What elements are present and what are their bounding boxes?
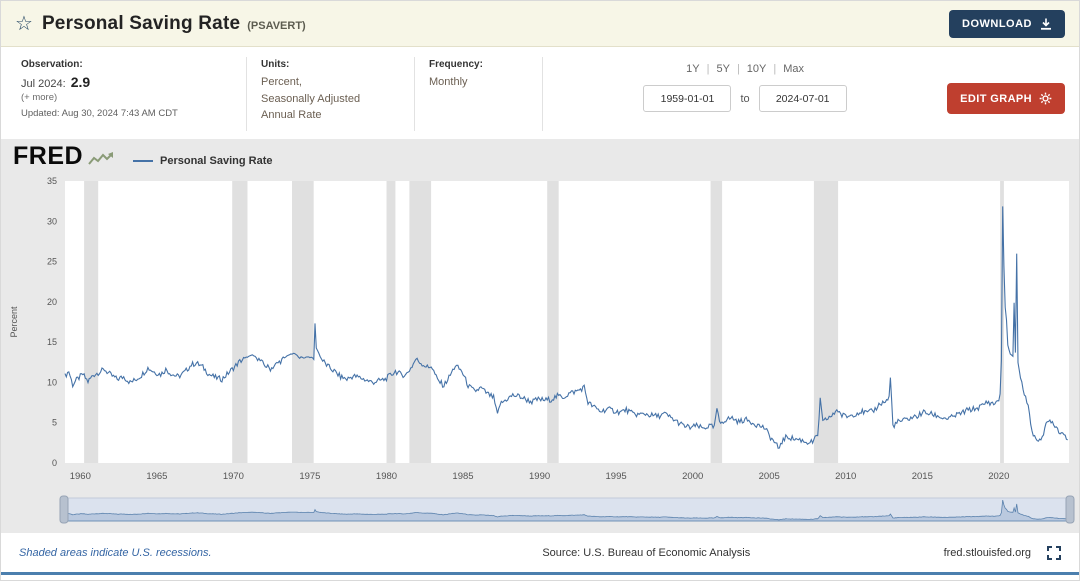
units-block: Units: Percent, Seasonally Adjusted Annu…	[247, 57, 415, 131]
range-separator: |	[736, 63, 740, 75]
source-text: Source: U.S. Bureau of Economic Analysis	[542, 546, 751, 559]
bottom-accent-line	[1, 572, 1079, 575]
observation-value: 2.9	[70, 74, 91, 90]
observation-label: Observation:	[21, 59, 83, 70]
x-tick-label: 1965	[146, 471, 167, 482]
y-tick-label: 15	[47, 337, 57, 347]
brush-handle-right[interactable]	[1065, 495, 1075, 524]
range-1y[interactable]: 1Y	[686, 63, 700, 75]
range-separator: |	[773, 63, 777, 75]
fred-logo-squiggle-icon	[88, 152, 114, 165]
date-from-input[interactable]: 1959-01-01	[643, 85, 732, 112]
x-tick-label: 1975	[299, 471, 320, 482]
observation-block: Observation: Jul 2024: 2.9 (+ more) Upda…	[19, 57, 247, 131]
recession-band	[710, 181, 723, 463]
units-label: Units:	[261, 59, 290, 70]
date-range-to-label: to	[740, 92, 750, 105]
recession-band	[84, 181, 99, 463]
x-tick-label: 2000	[682, 471, 703, 482]
observation-value-line: Jul 2024: 2.9	[21, 74, 226, 90]
fullscreen-icon[interactable]	[1047, 545, 1061, 560]
download-button[interactable]: DOWNLOAD	[949, 9, 1065, 38]
y-tick-label: 5	[52, 418, 57, 428]
brush-series-area	[64, 500, 1070, 522]
fred-logo-text: FRED	[13, 142, 84, 170]
y-tick-label: 10	[47, 377, 57, 387]
units-line: Percent,	[261, 76, 302, 88]
legend-line-swatch	[133, 160, 153, 162]
range-5y[interactable]: 5Y	[716, 63, 730, 75]
favorite-star-icon[interactable]: ☆	[15, 12, 33, 35]
frequency-block: Frequency: Monthly	[415, 57, 543, 131]
recession-note: Shaded areas indicate U.S. recessions.	[19, 546, 212, 559]
recession-band	[547, 181, 559, 463]
y-tick-label: 0	[52, 458, 57, 468]
series-line	[64, 206, 1068, 449]
download-label: DOWNLOAD	[962, 17, 1032, 30]
range-brush[interactable]	[1, 495, 1080, 525]
x-tick-label: 1995	[606, 471, 627, 482]
date-to-input[interactable]: 2024-07-01	[758, 85, 847, 112]
range-max[interactable]: Max	[783, 63, 805, 75]
site-link[interactable]: fred.stlouisfed.org	[943, 546, 1031, 559]
frequency-label: Frequency:	[429, 59, 483, 70]
brush-handle-left[interactable]	[59, 495, 69, 524]
date-range-row: 1959-01-01 to 2024-07-01	[643, 85, 847, 112]
recession-band	[232, 181, 248, 463]
x-tick-label: 1970	[223, 471, 244, 482]
page-header: ☆ Personal Saving Rate (PSAVERT) DOWNLOA…	[1, 1, 1079, 47]
x-tick-label: 2015	[912, 471, 933, 482]
x-tick-label: 1990	[529, 471, 550, 482]
y-tick-label: 35	[47, 176, 57, 186]
recession-band	[409, 181, 432, 463]
edit-graph-button[interactable]: EDIT GRAPH	[947, 83, 1065, 114]
page-title: Personal Saving Rate	[41, 12, 241, 34]
recession-band	[292, 181, 314, 463]
chart-footer: Shaded areas indicate U.S. recessions. S…	[1, 533, 1079, 572]
units-line: Seasonally Adjusted	[261, 92, 361, 105]
recession-band	[386, 181, 396, 463]
main-chart[interactable]: 0 5 10 15 20 25 30 35 1960 1965 1970 1975 1980 1985 19…	[1, 175, 1080, 487]
chart-panel: FRED Personal Saving Rate 0 5 10 15 20 25 30 35…	[1, 139, 1079, 533]
x-tick-label: 1980	[376, 471, 397, 482]
meta-bar: Observation: Jul 2024: 2.9 (+ more) Upda…	[1, 47, 1079, 139]
y-tick-label: 20	[47, 297, 57, 307]
x-tick-label: 2005	[759, 471, 780, 482]
updated-text: Updated: Aug 30, 2024 7:43 AM CDT	[21, 108, 178, 119]
fred-logo: FRED	[13, 144, 114, 169]
units-line: Annual Rate	[261, 109, 322, 121]
y-tick-label: 25	[47, 257, 57, 267]
x-tick-label: 1960	[70, 471, 91, 482]
frequency-value: Monthly	[429, 76, 468, 88]
download-icon	[1041, 18, 1051, 30]
range-controls: 1Y | 5Y | 10Y | Max 1959-01-01 to 2024-0…	[543, 57, 947, 131]
edit-graph-label: EDIT GRAPH	[960, 92, 1032, 105]
y-axis-title: Percent	[9, 306, 19, 338]
observation-date: Jul 2024:	[21, 78, 66, 90]
x-tick-label: 1985	[452, 471, 473, 482]
recession-band	[813, 181, 839, 463]
range-shortcuts: 1Y | 5Y | 10Y | Max	[686, 63, 804, 75]
legend-label: Personal Saving Rate	[160, 155, 273, 167]
chart-legend: Personal Saving Rate	[133, 155, 273, 167]
range-separator: |	[706, 63, 710, 75]
x-tick-label: 2020	[988, 471, 1009, 482]
gear-icon	[1039, 92, 1052, 105]
more-link[interactable]: (+ more)	[21, 92, 58, 103]
y-tick-label: 30	[47, 216, 57, 226]
range-10y[interactable]: 10Y	[746, 63, 767, 75]
series-id: (PSAVERT)	[247, 19, 306, 32]
x-tick-label: 2010	[835, 471, 856, 482]
plot-area[interactable]	[65, 181, 1069, 463]
